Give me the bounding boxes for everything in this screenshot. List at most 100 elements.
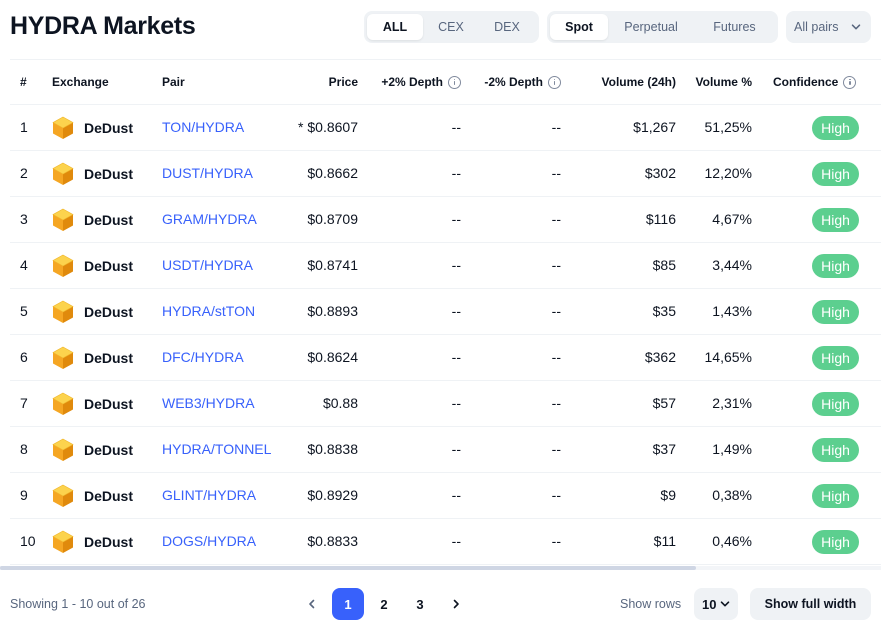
table-row[interactable]: 6 DeDust DFC/HYDRA $0.8624 -- -- $362 14,65% Hig…	[10, 335, 881, 381]
confidence-badge: High	[812, 116, 859, 140]
row-exchange[interactable]: DeDust	[52, 438, 133, 462]
row-volume-pct: 14,65%	[704, 349, 752, 365]
row-exchange[interactable]: DeDust	[52, 208, 133, 232]
row-pair-link[interactable]: TON/HYDRA	[162, 119, 245, 135]
row-depth-minus: --	[551, 257, 561, 273]
row-price: $0.8833	[307, 533, 358, 549]
rows-per-page-dropdown[interactable]: 10	[694, 588, 738, 620]
info-icon[interactable]	[548, 75, 561, 89]
prev-page-button[interactable]	[296, 588, 328, 620]
row-price: $0.8929	[307, 487, 358, 503]
row-depth-plus: --	[451, 257, 461, 273]
confidence-badge: High	[812, 346, 859, 370]
table-row[interactable]: 1 DeDust TON/HYDRA * $0.8607 -- -- $1,267 51,25…	[10, 105, 881, 151]
filter-dex[interactable]: DEX	[494, 20, 520, 34]
table-row[interactable]: 5 DeDust HYDRA/stTON $0.8893 -- -- $35 1,43% Hig…	[10, 289, 881, 335]
row-volume: $116	[645, 211, 676, 227]
page-1-button[interactable]: 1	[332, 588, 364, 620]
header-depth-plus[interactable]: +2% Depth	[381, 75, 461, 89]
exchange-type-filter: ALL CEX DEX	[364, 11, 539, 43]
row-depth-minus: --	[551, 165, 561, 181]
header-price[interactable]: Price	[328, 75, 358, 89]
row-rank: 8	[20, 441, 28, 457]
dedust-cube-icon	[52, 300, 74, 323]
row-rank: 1	[20, 119, 28, 135]
row-pair-link[interactable]: DOGS/HYDRA	[162, 533, 257, 549]
all-pairs-dropdown[interactable]: All pairs	[786, 11, 871, 43]
showing-count: Showing 1 - 10 out of 26	[10, 597, 146, 611]
row-pair-link[interactable]: GLINT/HYDRA	[162, 487, 257, 503]
page-3-button[interactable]: 3	[416, 596, 424, 612]
table-row[interactable]: 8 DeDust HYDRA/TONNEL $0.8838 -- -- $37 1,49% Hi…	[10, 427, 881, 473]
row-depth-plus: --	[451, 533, 461, 549]
row-volume-pct: 1,49%	[712, 441, 752, 457]
row-depth-minus: --	[551, 533, 561, 549]
header-depth-minus[interactable]: -2% Depth	[484, 75, 561, 89]
row-volume-pct: 0,46%	[712, 533, 752, 549]
filter-cex[interactable]: CEX	[438, 20, 464, 34]
row-rank: 2	[20, 165, 28, 181]
dedust-cube-icon	[52, 254, 74, 277]
row-volume-pct: 12,20%	[704, 165, 752, 181]
row-pair-link[interactable]: HYDRA/TONNEL	[162, 441, 272, 457]
row-exchange[interactable]: DeDust	[52, 116, 133, 140]
table-row[interactable]: 4 DeDust USDT/HYDRA $0.8741 -- -- $85 3,44% High	[10, 243, 881, 289]
row-depth-plus: --	[451, 303, 461, 319]
row-depth-plus: --	[451, 165, 461, 181]
dedust-cube-icon	[52, 208, 74, 231]
dedust-cube-icon	[52, 484, 74, 507]
row-pair-link[interactable]: HYDRA/stTON	[162, 303, 256, 319]
header-volume-pct[interactable]: Volume %	[695, 75, 752, 89]
show-full-width-button[interactable]: Show full width	[750, 588, 871, 620]
row-depth-plus: --	[451, 395, 461, 411]
row-pair-link[interactable]: USDT/HYDRA	[162, 257, 254, 273]
row-exchange[interactable]: DeDust	[52, 254, 133, 278]
exchange-name: DeDust	[84, 488, 134, 504]
table-row[interactable]: 3 DeDust GRAM/HYDRA $0.8709 -- -- $116 4,67% Hig…	[10, 197, 881, 243]
exchange-name: DeDust	[84, 166, 134, 182]
row-exchange[interactable]: DeDust	[52, 162, 133, 186]
header-rank[interactable]: #	[20, 75, 27, 89]
header-volume[interactable]: Volume (24h)	[601, 75, 676, 89]
row-exchange[interactable]: DeDust	[52, 530, 133, 554]
info-icon[interactable]	[843, 75, 857, 89]
row-price: $0.8838	[307, 441, 358, 457]
header-confidence[interactable]: Confidence	[773, 75, 857, 89]
table-row[interactable]: 9 DeDust GLINT/HYDRA $0.8929 -- -- $9 0,38% High	[10, 473, 881, 519]
row-rank: 3	[20, 211, 28, 227]
row-pair-link[interactable]: GRAM/HYDRA	[162, 211, 257, 227]
row-exchange[interactable]: DeDust	[52, 484, 133, 508]
dedust-cube-icon	[52, 438, 74, 461]
row-depth-minus: --	[551, 303, 561, 319]
filter-spot[interactable]: Spot	[550, 14, 608, 40]
filter-perpetual[interactable]: Perpetual	[624, 20, 678, 34]
row-exchange[interactable]: DeDust	[52, 392, 133, 416]
row-volume: $57	[652, 395, 676, 411]
row-pair-link[interactable]: DUST/HYDRA	[162, 165, 254, 181]
row-exchange[interactable]: DeDust	[52, 346, 133, 370]
page-2-button[interactable]: 2	[380, 596, 388, 612]
table-row[interactable]: 2 DeDust DUST/HYDRA $0.8662 -- -- $302 12,20% Hi…	[10, 151, 881, 197]
table-row[interactable]: 10 DeDust DOGS/HYDRA $0.8833 -- -- $11 0,46% Hig…	[10, 519, 881, 565]
horizontal-scrollbar[interactable]	[0, 566, 696, 570]
table-row[interactable]: 7 DeDust WEB3/HYDRA $0.88 -- -- $57 2,31% High	[10, 381, 881, 427]
info-icon[interactable]	[448, 75, 461, 89]
row-depth-minus: --	[551, 349, 561, 365]
next-page-button[interactable]	[440, 588, 472, 620]
row-rank: 7	[20, 395, 28, 411]
row-depth-plus: --	[451, 349, 461, 365]
row-rank: 9	[20, 487, 28, 503]
row-pair-link[interactable]: WEB3/HYDRA	[162, 395, 255, 411]
row-volume: $362	[644, 349, 676, 365]
row-exchange[interactable]: DeDust	[52, 300, 133, 324]
filter-futures[interactable]: Futures	[713, 20, 756, 34]
row-depth-minus: --	[551, 119, 561, 135]
header-pair[interactable]: Pair	[162, 75, 185, 89]
row-depth-minus: --	[551, 211, 561, 227]
header-exchange[interactable]: Exchange	[52, 75, 109, 89]
row-volume-pct: 1,43%	[712, 303, 752, 319]
row-pair-link[interactable]: DFC/HYDRA	[162, 349, 244, 365]
filter-all[interactable]: ALL	[367, 14, 423, 40]
row-depth-plus: --	[451, 487, 461, 503]
row-volume: $35	[652, 303, 676, 319]
